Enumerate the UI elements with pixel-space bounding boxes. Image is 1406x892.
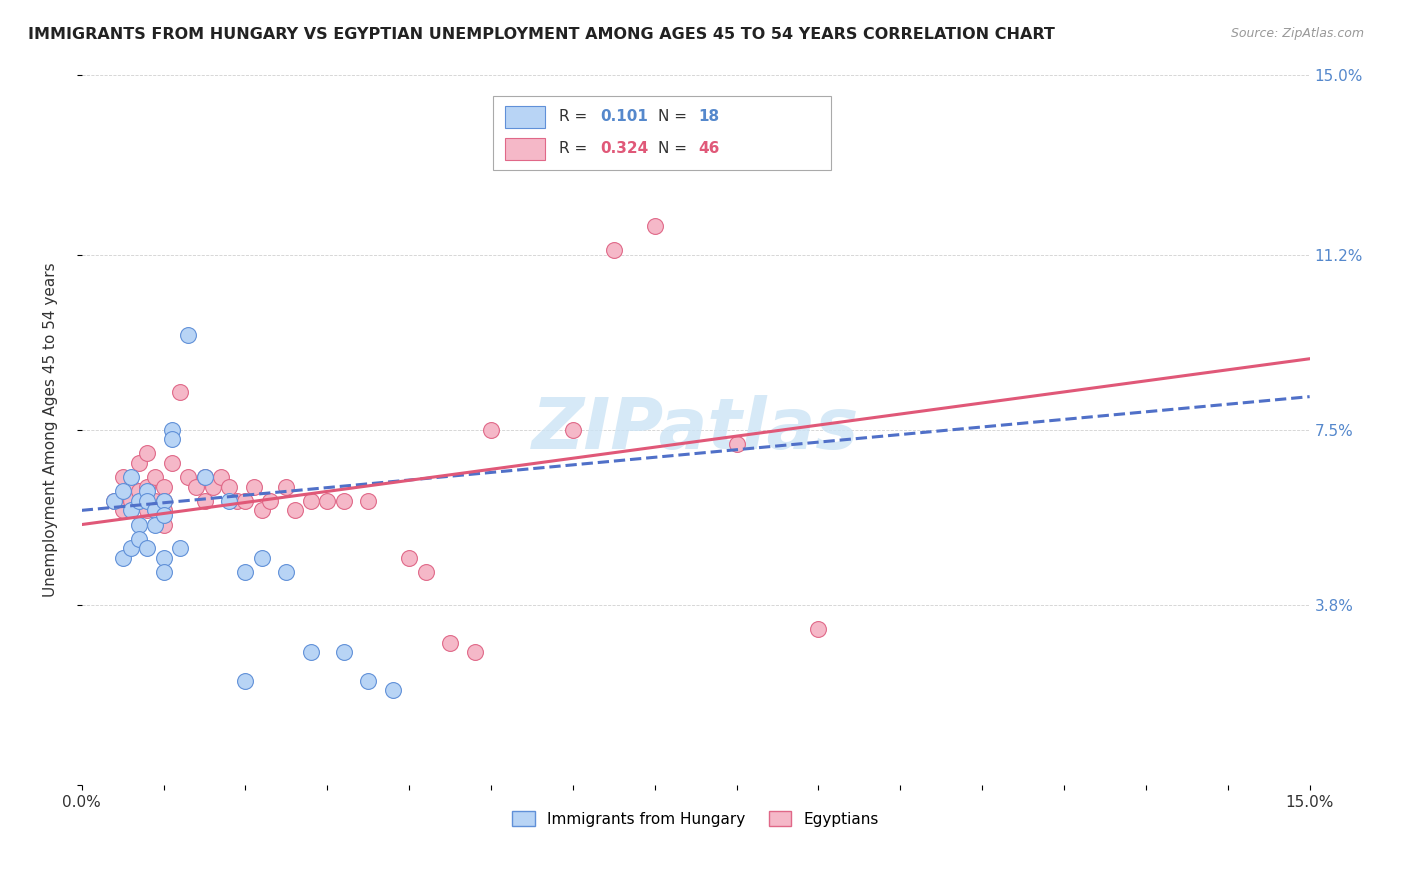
Point xyxy=(299,494,322,508)
Point xyxy=(169,541,191,556)
Point xyxy=(152,550,174,565)
Point xyxy=(235,673,257,688)
Point xyxy=(250,503,273,517)
Point xyxy=(193,470,215,484)
Point xyxy=(226,494,249,508)
Text: 18: 18 xyxy=(699,109,720,124)
Point xyxy=(177,470,200,484)
Point xyxy=(136,541,159,556)
FancyBboxPatch shape xyxy=(505,138,544,160)
Point xyxy=(209,470,232,484)
Point xyxy=(561,423,583,437)
Point xyxy=(276,480,298,494)
Text: ZIPatlas: ZIPatlas xyxy=(531,395,859,465)
Point xyxy=(120,480,142,494)
Point xyxy=(152,503,174,517)
Point xyxy=(415,565,437,579)
Point xyxy=(193,494,215,508)
Point xyxy=(160,432,183,446)
Point xyxy=(235,494,257,508)
Point xyxy=(332,645,354,659)
Point xyxy=(152,565,174,579)
Point xyxy=(145,517,167,532)
Point xyxy=(128,456,150,470)
Point xyxy=(152,480,174,494)
Point xyxy=(136,446,159,460)
Point xyxy=(111,503,134,517)
Point xyxy=(103,494,125,508)
Text: 0.324: 0.324 xyxy=(600,141,648,156)
Point xyxy=(381,683,404,698)
Text: R =: R = xyxy=(560,141,592,156)
Text: IMMIGRANTS FROM HUNGARY VS EGYPTIAN UNEMPLOYMENT AMONG AGES 45 TO 54 YEARS CORRE: IMMIGRANTS FROM HUNGARY VS EGYPTIAN UNEM… xyxy=(28,27,1054,42)
Point xyxy=(120,503,142,517)
Point xyxy=(152,494,174,508)
Point xyxy=(152,517,174,532)
Point xyxy=(479,423,502,437)
Point xyxy=(160,423,183,437)
Text: 46: 46 xyxy=(699,141,720,156)
Point xyxy=(111,470,134,484)
Point xyxy=(316,494,339,508)
Point xyxy=(136,480,159,494)
Point xyxy=(439,636,461,650)
Point xyxy=(218,480,240,494)
Point xyxy=(177,328,200,343)
Point xyxy=(128,532,150,546)
Point xyxy=(145,494,167,508)
Point xyxy=(120,494,142,508)
Point xyxy=(111,550,134,565)
Point xyxy=(186,480,208,494)
Point xyxy=(644,219,666,233)
Legend: Immigrants from Hungary, Egyptians: Immigrants from Hungary, Egyptians xyxy=(505,803,887,834)
Text: N =: N = xyxy=(658,109,692,124)
FancyBboxPatch shape xyxy=(505,106,544,128)
Point xyxy=(464,645,486,659)
Point xyxy=(284,503,307,517)
Point xyxy=(201,480,224,494)
Point xyxy=(250,550,273,565)
Point xyxy=(276,565,298,579)
Point xyxy=(193,470,215,484)
Point xyxy=(357,673,380,688)
Point xyxy=(103,494,125,508)
Text: R =: R = xyxy=(560,109,592,124)
Point xyxy=(120,470,142,484)
Y-axis label: Unemployment Among Ages 45 to 54 years: Unemployment Among Ages 45 to 54 years xyxy=(44,262,58,597)
Point xyxy=(357,494,380,508)
Point xyxy=(145,470,167,484)
Point xyxy=(128,484,150,499)
Point xyxy=(603,243,626,257)
Point xyxy=(398,550,420,565)
FancyBboxPatch shape xyxy=(494,95,831,170)
Point xyxy=(136,494,159,508)
Point xyxy=(242,480,264,494)
Point xyxy=(111,484,134,499)
Point xyxy=(807,622,830,636)
Point xyxy=(235,565,257,579)
Point xyxy=(136,503,159,517)
Point xyxy=(136,484,159,499)
Text: N =: N = xyxy=(658,141,692,156)
Point xyxy=(259,494,281,508)
Point xyxy=(332,494,354,508)
Point xyxy=(160,456,183,470)
Point xyxy=(169,384,191,399)
Point xyxy=(725,437,748,451)
Point xyxy=(152,494,174,508)
Point xyxy=(145,503,167,517)
Point xyxy=(120,541,142,556)
Text: 0.101: 0.101 xyxy=(600,109,648,124)
Point xyxy=(128,517,150,532)
Point xyxy=(299,645,322,659)
Point xyxy=(128,494,150,508)
Point xyxy=(152,508,174,522)
Point xyxy=(218,494,240,508)
Text: Source: ZipAtlas.com: Source: ZipAtlas.com xyxy=(1230,27,1364,40)
